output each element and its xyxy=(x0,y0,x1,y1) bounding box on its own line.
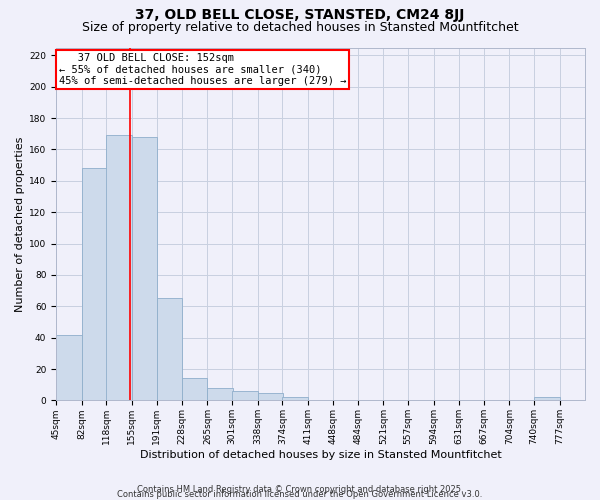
Bar xyxy=(283,398,308,400)
Bar xyxy=(132,137,157,400)
Bar xyxy=(157,298,182,400)
Y-axis label: Number of detached properties: Number of detached properties xyxy=(15,136,25,312)
Text: Size of property relative to detached houses in Stansted Mountfitchet: Size of property relative to detached ho… xyxy=(82,21,518,34)
Bar xyxy=(106,136,132,400)
Text: 37, OLD BELL CLOSE, STANSTED, CM24 8JJ: 37, OLD BELL CLOSE, STANSTED, CM24 8JJ xyxy=(136,8,464,22)
Text: 37 OLD BELL CLOSE: 152sqm
← 55% of detached houses are smaller (340)
45% of semi: 37 OLD BELL CLOSE: 152sqm ← 55% of detac… xyxy=(59,53,346,86)
Bar xyxy=(182,378,208,400)
Bar xyxy=(82,168,107,400)
Bar xyxy=(56,334,82,400)
Bar xyxy=(208,388,233,400)
Bar xyxy=(534,398,560,400)
X-axis label: Distribution of detached houses by size in Stansted Mountfitchet: Distribution of detached houses by size … xyxy=(140,450,502,460)
Bar xyxy=(257,392,283,400)
Bar xyxy=(232,391,257,400)
Text: Contains HM Land Registry data © Crown copyright and database right 2025.: Contains HM Land Registry data © Crown c… xyxy=(137,485,463,494)
Text: Contains public sector information licensed under the Open Government Licence v3: Contains public sector information licen… xyxy=(118,490,482,499)
